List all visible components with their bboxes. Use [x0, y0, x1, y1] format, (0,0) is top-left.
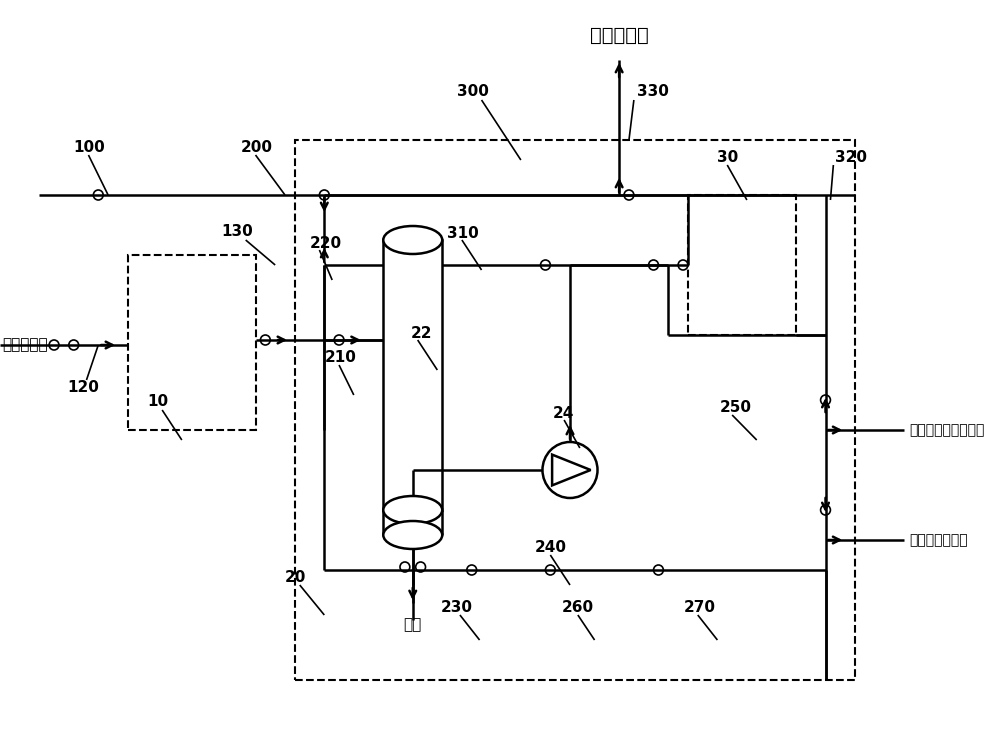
Text: 至碱液再生装置: 至碱液再生装置: [909, 533, 968, 547]
Text: 240: 240: [535, 539, 567, 554]
Text: 210: 210: [324, 350, 356, 365]
Text: 250: 250: [719, 400, 751, 416]
Text: 260: 260: [562, 599, 594, 614]
Text: 去水洗部分: 去水洗部分: [590, 25, 649, 44]
Ellipse shape: [383, 226, 442, 254]
Text: 310: 310: [447, 225, 479, 241]
Bar: [128, 255, 256, 430]
Text: 330: 330: [637, 84, 669, 99]
Text: 20: 20: [285, 571, 306, 585]
Bar: [688, 195, 796, 335]
Text: 300: 300: [457, 84, 489, 99]
Text: 30: 30: [717, 150, 739, 165]
Text: 200: 200: [241, 141, 273, 156]
Text: 130: 130: [221, 225, 253, 239]
Ellipse shape: [383, 496, 442, 524]
Ellipse shape: [383, 521, 442, 549]
Text: 10: 10: [147, 394, 169, 410]
Text: 100: 100: [74, 141, 105, 156]
Text: 22: 22: [411, 325, 432, 341]
Text: 230: 230: [440, 599, 472, 614]
Text: 270: 270: [684, 599, 716, 614]
Text: 自碱液再生装置再生: 自碱液再生装置再生: [909, 423, 984, 437]
Bar: [383, 240, 442, 510]
Text: 320: 320: [835, 150, 867, 165]
Text: 220: 220: [310, 236, 342, 250]
Text: 120: 120: [67, 380, 99, 396]
Text: 碱渣: 碱渣: [404, 617, 422, 633]
Text: 催化液化气: 催化液化气: [2, 337, 48, 353]
Bar: [295, 140, 855, 680]
Text: 24: 24: [552, 405, 574, 420]
